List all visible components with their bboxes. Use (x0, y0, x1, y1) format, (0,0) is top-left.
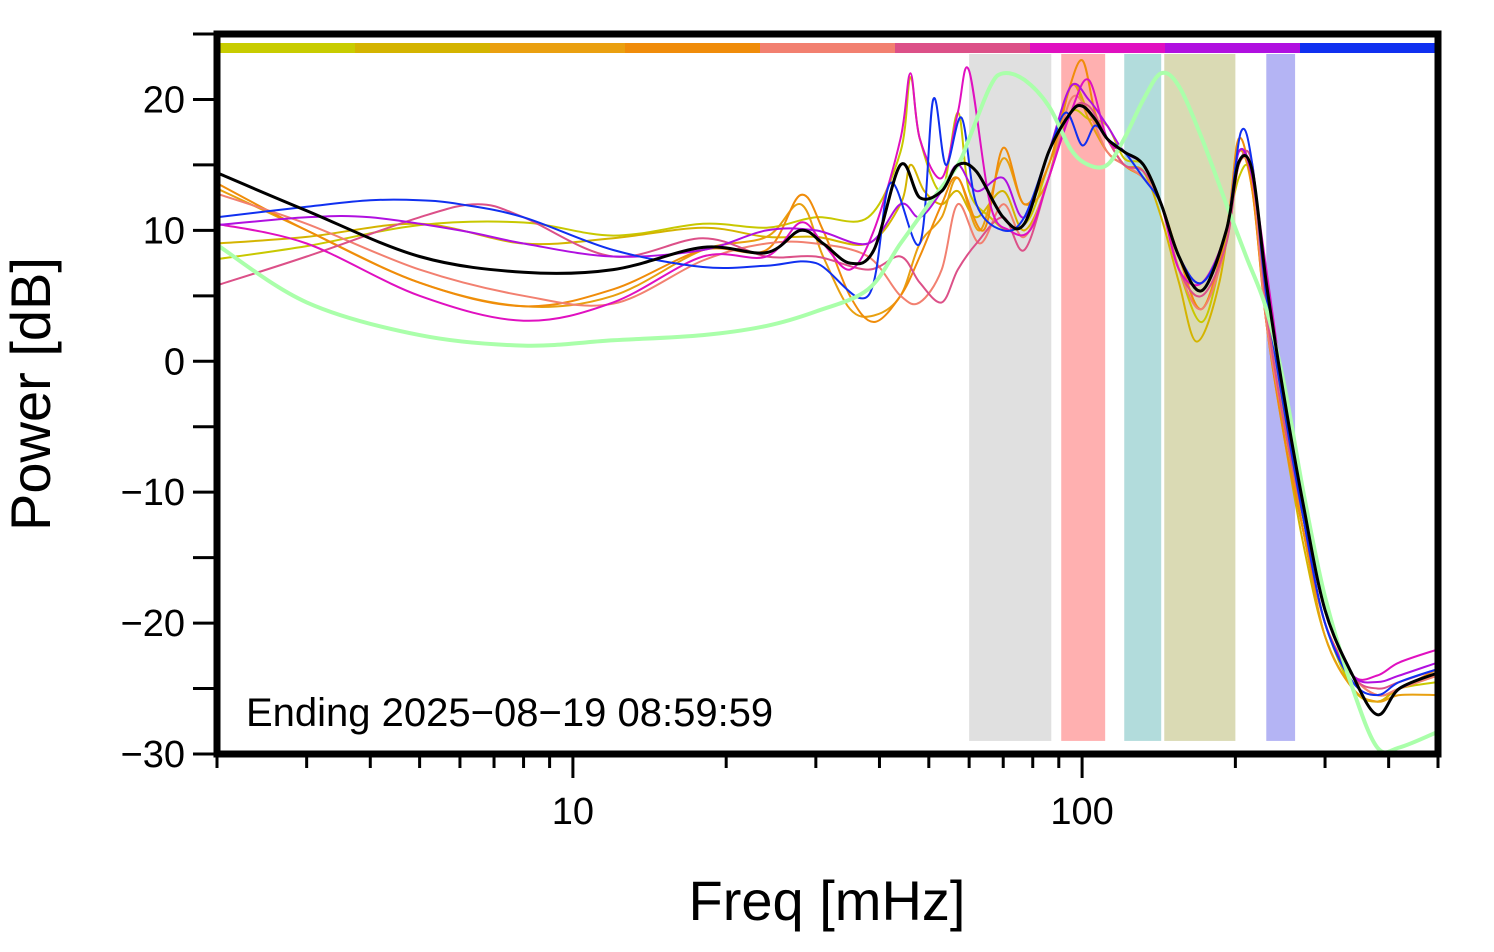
series-line (217, 70, 1438, 754)
spectrum-series (217, 59, 1438, 754)
color-bar-segment (1165, 43, 1301, 53)
y-tick-label: −30 (121, 734, 185, 776)
x-axis-title: Freq [mHz] (689, 869, 966, 932)
x-tick-label: 100 (1050, 791, 1113, 833)
x-axis-ticks: 10 100 (215, 757, 1440, 833)
series-line (217, 76, 1438, 703)
color-bar-segment (355, 43, 491, 53)
y-tick-label: 20 (143, 79, 185, 121)
frequency-band (1061, 54, 1106, 741)
color-bar-segment (220, 43, 356, 53)
series-line (217, 66, 1438, 681)
frequency-band (1266, 54, 1296, 741)
color-bar-segment (1300, 43, 1436, 53)
y-tick-label: 0 (164, 341, 185, 383)
series-line (217, 59, 1438, 697)
ending-timestamp: Ending 2025−08−19 08:59:59 (246, 691, 773, 735)
color-bar-segment (490, 43, 626, 53)
color-bar-segment (760, 43, 896, 53)
y-axis-title: Power [dB] (0, 257, 62, 531)
color-bar-segment (895, 43, 1031, 53)
y-axis-ticks: 20 10 0 −10 −20 −30 (121, 32, 214, 776)
frequency-band (1164, 54, 1236, 741)
top-color-bar (220, 43, 1436, 53)
y-tick-label: −20 (121, 603, 185, 645)
y-tick-label: 10 (143, 210, 185, 252)
color-bar-segment (1030, 43, 1166, 53)
x-tick-label: 10 (552, 791, 594, 833)
series-line (217, 82, 1438, 684)
series-line (217, 103, 1438, 717)
plot-frame (213, 30, 1442, 758)
color-bar-segment (625, 43, 761, 53)
y-tick-label: −10 (121, 472, 185, 514)
